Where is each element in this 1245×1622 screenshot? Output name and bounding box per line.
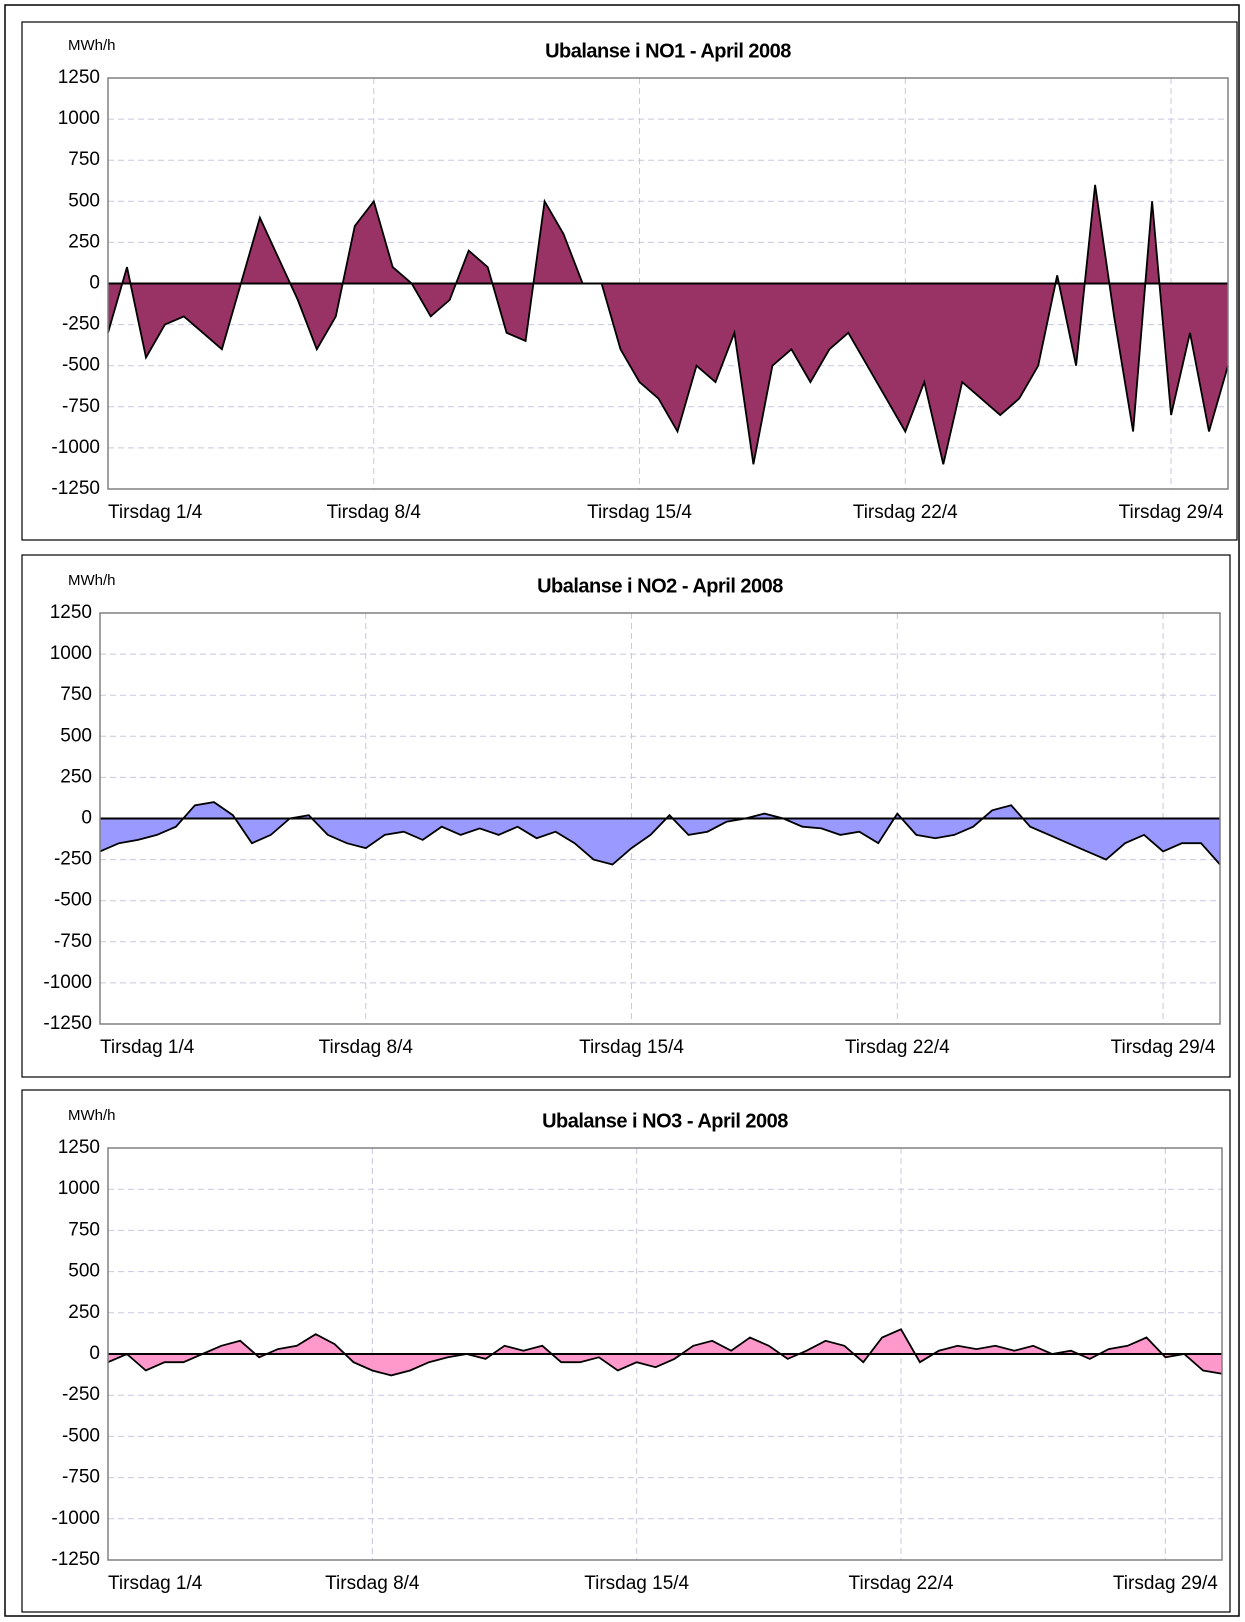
y-tick-label: 500 — [68, 1261, 100, 1282]
y-tick-label: 1250 — [58, 67, 100, 88]
y-tick-label: 1000 — [58, 1178, 100, 1199]
area-fill — [108, 1329, 1222, 1376]
y-axis-label: MWh/h — [68, 1107, 116, 1124]
chart-title: Ubalanse i NO3 - April 2008 — [542, 1110, 788, 1132]
y-tick-label: 500 — [68, 190, 100, 211]
x-tick-label: Tirsdag 8/4 — [319, 1037, 414, 1058]
series-line — [107, 184, 1229, 465]
x-tick-label: Tirsdag 8/4 — [327, 502, 422, 523]
page-border — [4, 4, 1240, 1617]
y-tick-label: 1000 — [50, 643, 92, 664]
y-tick-label: 250 — [60, 766, 92, 787]
y-tick-label: -500 — [62, 1425, 100, 1446]
y-tick-label: 250 — [68, 1302, 100, 1323]
x-tick-label: Tirsdag 22/4 — [849, 1573, 954, 1594]
y-tick-label: 750 — [68, 149, 100, 170]
plot-border — [107, 1147, 1223, 1561]
x-tick-label: Tirsdag 29/4 — [1113, 1573, 1218, 1594]
x-tick-label: Tirsdag 22/4 — [845, 1037, 950, 1058]
x-tick-label: Tirsdag 22/4 — [853, 502, 958, 523]
y-tick-label: 750 — [68, 1219, 100, 1240]
y-tick-label: 0 — [89, 1343, 100, 1364]
x-tick-label: Tirsdag 15/4 — [584, 1573, 689, 1594]
x-tick-label: Tirsdag 1/4 — [108, 1573, 203, 1594]
y-tick-label: -250 — [62, 314, 100, 335]
y-tick-label: -250 — [62, 1384, 100, 1405]
y-tick-label: -1000 — [43, 972, 92, 993]
x-tick-label: Tirsdag 29/4 — [1111, 1037, 1216, 1058]
chart-title: Ubalanse i NO2 - April 2008 — [537, 575, 783, 597]
panel-border — [21, 21, 1238, 541]
plot-border — [107, 77, 1229, 490]
y-tick-label: -750 — [54, 931, 92, 952]
plot-border — [99, 612, 1221, 1025]
x-tick-label: Tirsdag 1/4 — [108, 502, 203, 523]
y-tick-label: 1250 — [50, 602, 92, 623]
y-tick-label: -1000 — [51, 437, 100, 458]
panel-border — [21, 1089, 1231, 1613]
series-line — [99, 801, 1221, 866]
y-tick-label: 0 — [81, 808, 92, 829]
y-tick-label: 1000 — [58, 108, 100, 129]
area-fill — [108, 184, 1228, 465]
y-tick-label: -500 — [54, 890, 92, 911]
y-tick-label: 1250 — [58, 1137, 100, 1158]
x-tick-label: Tirsdag 1/4 — [100, 1037, 195, 1058]
area-fill — [100, 802, 1220, 865]
y-axis-label: MWh/h — [68, 572, 116, 589]
y-axis-label: MWh/h — [68, 37, 116, 54]
y-tick-label: -750 — [62, 396, 100, 417]
x-tick-label: Tirsdag 15/4 — [587, 502, 692, 523]
y-tick-label: -500 — [62, 355, 100, 376]
y-tick-label: -250 — [54, 849, 92, 870]
y-tick-label: -1000 — [51, 1508, 100, 1529]
x-tick-label: Tirsdag 15/4 — [579, 1037, 684, 1058]
y-tick-label: -750 — [62, 1467, 100, 1488]
y-tick-label: -1250 — [51, 478, 100, 499]
y-tick-label: 250 — [68, 231, 100, 252]
y-tick-label: -1250 — [43, 1013, 92, 1034]
y-tick-label: 0 — [89, 273, 100, 294]
y-tick-label: -1250 — [51, 1549, 100, 1570]
chart-title: Ubalanse i NO1 - April 2008 — [545, 40, 791, 62]
x-tick-label: Tirsdag 8/4 — [325, 1573, 420, 1594]
y-tick-label: 500 — [60, 725, 92, 746]
y-tick-label: 750 — [60, 684, 92, 705]
x-tick-label: Tirsdag 29/4 — [1119, 502, 1224, 523]
series-line — [107, 1328, 1223, 1377]
